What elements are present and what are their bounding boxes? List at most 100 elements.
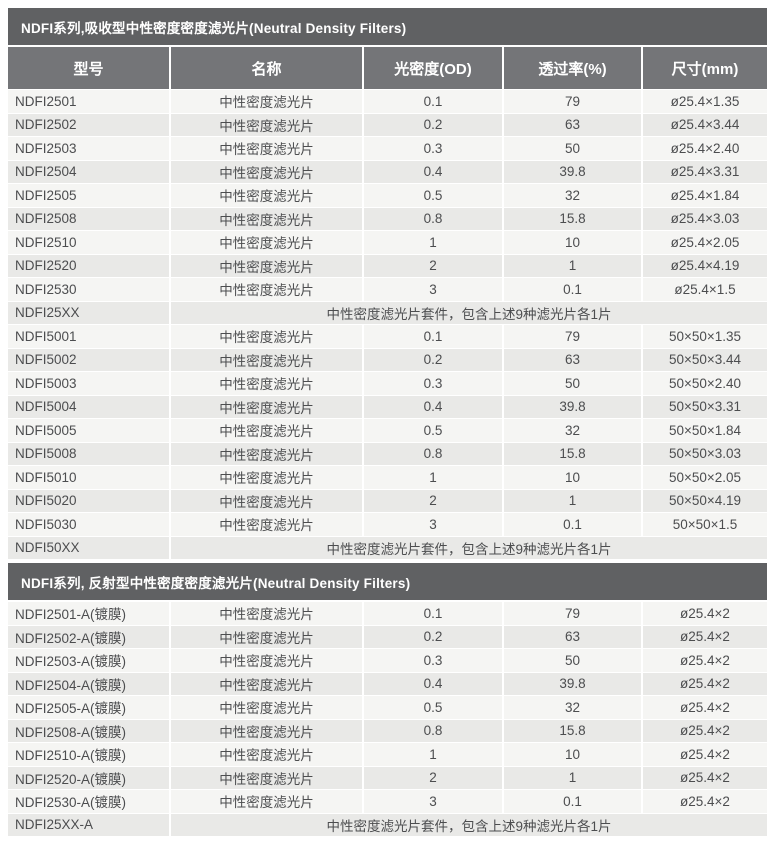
cell-transmission: 32 bbox=[504, 184, 641, 207]
cell-size: 50×50×3.44 bbox=[643, 348, 767, 371]
cell-model: NDFI2503 bbox=[8, 137, 169, 160]
table-row: NDFI2501-A(镀膜) 中性密度滤光片 0.1 79 ø25.4×2 bbox=[8, 602, 767, 625]
cell-name: 中性密度滤光片 bbox=[171, 395, 362, 418]
table-row: NDFI2503-A(镀膜) 中性密度滤光片 0.3 50 ø25.4×2 bbox=[8, 649, 767, 672]
cell-model: NDFI5002 bbox=[8, 348, 169, 371]
table-row: NDFI2505-A(镀膜) 中性密度滤光片 0.5 32 ø25.4×2 bbox=[8, 696, 767, 719]
cell-model: NDFI2501 bbox=[8, 90, 169, 113]
cell-model: NDFI25XX-A bbox=[8, 813, 169, 836]
cell-transmission: 39.8 bbox=[504, 395, 641, 418]
cell-size: ø25.4×2 bbox=[643, 696, 767, 719]
cell-name: 中性密度滤光片 bbox=[171, 442, 362, 465]
cell-optical-density: 0.8 bbox=[364, 207, 502, 230]
cell-optical-density: 2 bbox=[364, 766, 502, 789]
table-row: NDFI25XX-A 中性密度滤光片套件，包含上述9种滤光片各1片 bbox=[8, 813, 767, 836]
cell-model: NDFI2501-A(镀膜) bbox=[8, 602, 169, 625]
cell-name: 中性密度滤光片 bbox=[171, 231, 362, 254]
table-row: NDFI2505 中性密度滤光片 0.5 32 ø25.4×1.84 bbox=[8, 184, 767, 207]
table-row: NDFI5020 中性密度滤光片 2 1 50×50×4.19 bbox=[8, 489, 767, 512]
cell-size: ø25.4×4.19 bbox=[643, 254, 767, 277]
cell-name: 中性密度滤光片 bbox=[171, 743, 362, 766]
column-header-2: 光密度(OD) bbox=[364, 47, 502, 89]
cell-name: 中性密度滤光片 bbox=[171, 602, 362, 625]
cell-model: NDFI2505 bbox=[8, 184, 169, 207]
cell-size: 50×50×1.35 bbox=[643, 325, 767, 348]
cell-name: 中性密度滤光片 bbox=[171, 160, 362, 183]
table-row: NDFI2520-A(镀膜) 中性密度滤光片 2 1 ø25.4×2 bbox=[8, 766, 767, 789]
cell-transmission: 63 bbox=[504, 625, 641, 648]
table-row: NDFI5003 中性密度滤光片 0.3 50 50×50×2.40 bbox=[8, 372, 767, 395]
column-header-row: 型号 名称 光密度(OD) 透过率(%) 尺寸(mm) bbox=[8, 47, 767, 89]
table-row: NDFI2510-A(镀膜) 中性密度滤光片 1 10 ø25.4×2 bbox=[8, 743, 767, 766]
cell-optical-density: 0.3 bbox=[364, 649, 502, 672]
cell-model: NDFI5010 bbox=[8, 466, 169, 489]
cell-optical-density: 0.5 bbox=[364, 419, 502, 442]
table-row: NDFI2502-A(镀膜) 中性密度滤光片 0.2 63 ø25.4×2 bbox=[8, 625, 767, 648]
cell-size: ø25.4×1.84 bbox=[643, 184, 767, 207]
cell-size: ø25.4×2 bbox=[643, 719, 767, 742]
cell-size: ø25.4×1.5 bbox=[643, 278, 767, 301]
cell-name: 中性密度滤光片 bbox=[171, 207, 362, 230]
cell-model: NDFI5005 bbox=[8, 419, 169, 442]
cell-optical-density: 0.2 bbox=[364, 113, 502, 136]
cell-model: NDFI5004 bbox=[8, 395, 169, 418]
cell-merged-description: 中性密度滤光片套件，包含上述9种滤光片各1片 bbox=[171, 813, 767, 836]
column-header-4: 尺寸(mm) bbox=[643, 47, 767, 89]
cell-optical-density: 0.4 bbox=[364, 160, 502, 183]
cell-optical-density: 0.2 bbox=[364, 348, 502, 371]
cell-optical-density: 0.8 bbox=[364, 719, 502, 742]
cell-name: 中性密度滤光片 bbox=[171, 325, 362, 348]
cell-transmission: 10 bbox=[504, 231, 641, 254]
cell-optical-density: 0.1 bbox=[364, 602, 502, 625]
cell-size: ø25.4×3.03 bbox=[643, 207, 767, 230]
cell-size: 50×50×3.03 bbox=[643, 442, 767, 465]
cell-model: NDFI5001 bbox=[8, 325, 169, 348]
table-rows: NDFI2501-A(镀膜) 中性密度滤光片 0.1 79 ø25.4×2 NDFI250… bbox=[8, 602, 767, 836]
cell-size: ø25.4×2 bbox=[643, 602, 767, 625]
cell-transmission: 32 bbox=[504, 696, 641, 719]
cell-name: 中性密度滤光片 bbox=[171, 466, 362, 489]
cell-name: 中性密度滤光片 bbox=[171, 254, 362, 277]
cell-optical-density: 3 bbox=[364, 278, 502, 301]
cell-transmission: 10 bbox=[504, 743, 641, 766]
cell-transmission: 79 bbox=[504, 325, 641, 348]
cell-transmission: 63 bbox=[504, 113, 641, 136]
cell-optical-density: 0.5 bbox=[364, 696, 502, 719]
cell-transmission: 0.1 bbox=[504, 278, 641, 301]
cell-optical-density: 3 bbox=[364, 790, 502, 813]
cell-model: NDFI2505-A(镀膜) bbox=[8, 696, 169, 719]
cell-model: NDFI2520 bbox=[8, 254, 169, 277]
cell-name: 中性密度滤光片 bbox=[171, 137, 362, 160]
cell-name: 中性密度滤光片 bbox=[171, 696, 362, 719]
cell-optical-density: 3 bbox=[364, 513, 502, 536]
table-row: NDFI2510 中性密度滤光片 1 10 ø25.4×2.05 bbox=[8, 231, 767, 254]
table-row: NDFI2504-A(镀膜) 中性密度滤光片 0.4 39.8 ø25.4×2 bbox=[8, 672, 767, 695]
cell-model: NDFI2502 bbox=[8, 113, 169, 136]
cell-name: 中性密度滤光片 bbox=[171, 719, 362, 742]
table-row: NDFI5005 中性密度滤光片 0.5 32 50×50×1.84 bbox=[8, 419, 767, 442]
cell-name: 中性密度滤光片 bbox=[171, 372, 362, 395]
table-row: NDFI2508 中性密度滤光片 0.8 15.8 ø25.4×3.03 bbox=[8, 207, 767, 230]
cell-size: ø25.4×2 bbox=[643, 743, 767, 766]
cell-optical-density: 2 bbox=[364, 254, 502, 277]
cell-transmission: 39.8 bbox=[504, 672, 641, 695]
cell-name: 中性密度滤光片 bbox=[171, 90, 362, 113]
cell-model: NDFI2503-A(镀膜) bbox=[8, 649, 169, 672]
cell-optical-density: 0.4 bbox=[364, 672, 502, 695]
table-row: NDFI2504 中性密度滤光片 0.4 39.8 ø25.4×3.31 bbox=[8, 160, 767, 183]
cell-model: NDFI2508 bbox=[8, 207, 169, 230]
cell-name: 中性密度滤光片 bbox=[171, 790, 362, 813]
cell-optical-density: 0.3 bbox=[364, 372, 502, 395]
cell-optical-density: 0.8 bbox=[364, 442, 502, 465]
cell-size: 50×50×2.40 bbox=[643, 372, 767, 395]
cell-transmission: 79 bbox=[504, 90, 641, 113]
cell-model: NDFI2530 bbox=[8, 278, 169, 301]
cell-size: ø25.4×3.44 bbox=[643, 113, 767, 136]
cell-transmission: 50 bbox=[504, 137, 641, 160]
table-row: NDFI2501 中性密度滤光片 0.1 79 ø25.4×1.35 bbox=[8, 90, 767, 113]
cell-name: 中性密度滤光片 bbox=[171, 113, 362, 136]
table-row: NDFI2530 中性密度滤光片 3 0.1 ø25.4×1.5 bbox=[8, 278, 767, 301]
cell-name: 中性密度滤光片 bbox=[171, 625, 362, 648]
cell-transmission: 39.8 bbox=[504, 160, 641, 183]
cell-name: 中性密度滤光片 bbox=[171, 489, 362, 512]
